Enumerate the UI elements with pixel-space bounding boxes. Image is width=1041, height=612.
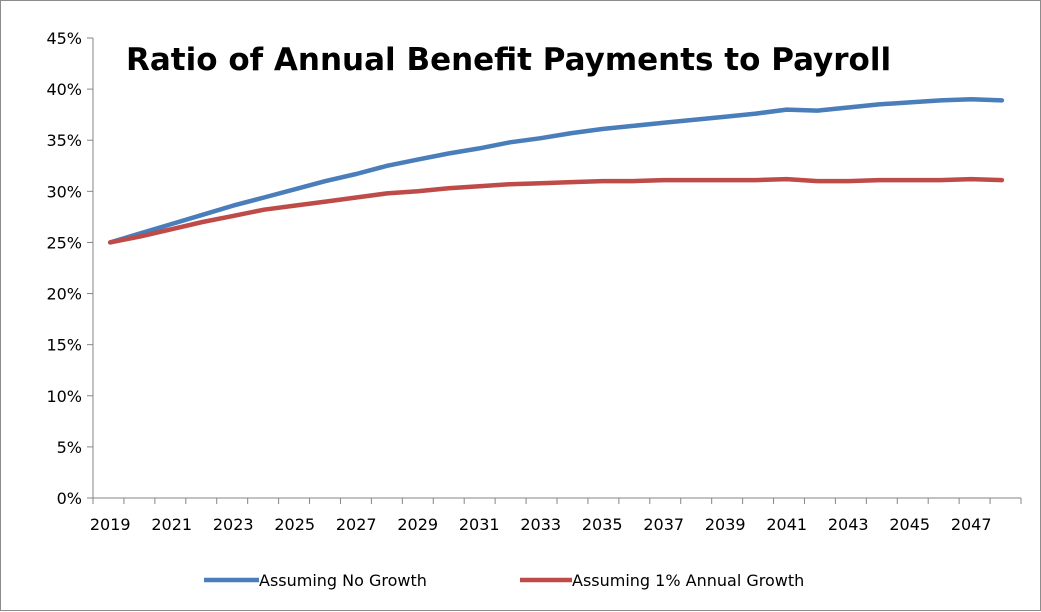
- y-tick-label: 0%: [57, 489, 82, 508]
- y-tick-label: 20%: [46, 285, 82, 304]
- x-tick-label: 2019: [90, 515, 131, 534]
- x-tick-label: 2037: [643, 515, 684, 534]
- series-lines: [107, 97, 1005, 245]
- series-line-2: [107, 176, 1005, 245]
- x-axis: 2019 2021 2023 2025 2027 2029 2031 2033 2035 2037…: [90, 497, 1022, 534]
- x-tick-label: 2035: [582, 515, 623, 534]
- x-tick-label: 2023: [213, 515, 254, 534]
- y-tick-label: 15%: [46, 336, 82, 355]
- x-tick-label: 2045: [889, 515, 930, 534]
- y-tick-label: 40%: [46, 80, 82, 99]
- y-tick-label: 25%: [46, 233, 82, 252]
- x-tick-label: 2039: [705, 515, 746, 534]
- x-tick-label: 2021: [151, 515, 192, 534]
- x-tick-label: 2047: [951, 515, 992, 534]
- x-tick-label: 2033: [520, 515, 561, 534]
- legend-item-1: Assuming No Growth: [204, 571, 427, 590]
- x-tick-label: 2041: [766, 515, 807, 534]
- x-tick-label: 2031: [459, 515, 500, 534]
- chart-title: Ratio of Annual Benefit Payments to Payr…: [126, 42, 891, 78]
- y-tick-label: 5%: [57, 438, 82, 457]
- x-tick-label: 2029: [397, 515, 438, 534]
- y-tick-label: 30%: [46, 182, 82, 201]
- legend: Assuming No Growth Assuming 1% Annual Gro…: [204, 571, 804, 590]
- x-tick-label: 2025: [274, 515, 315, 534]
- x-tick-label: 2027: [336, 515, 377, 534]
- x-tick-label: 2043: [828, 515, 869, 534]
- legend-label: Assuming No Growth: [259, 571, 427, 590]
- series-line-1: [107, 97, 1005, 245]
- y-tick-label: 10%: [46, 387, 82, 406]
- y-tick-label: 45%: [46, 29, 82, 48]
- legend-label: Assuming 1% Annual Growth: [572, 571, 804, 590]
- legend-item-2: Assuming 1% Annual Growth: [520, 571, 804, 590]
- y-tick-label: 35%: [46, 131, 82, 150]
- y-axis: 0% 5% 10% 15% 20% 25% 30% 35% 40% 45%: [46, 29, 94, 508]
